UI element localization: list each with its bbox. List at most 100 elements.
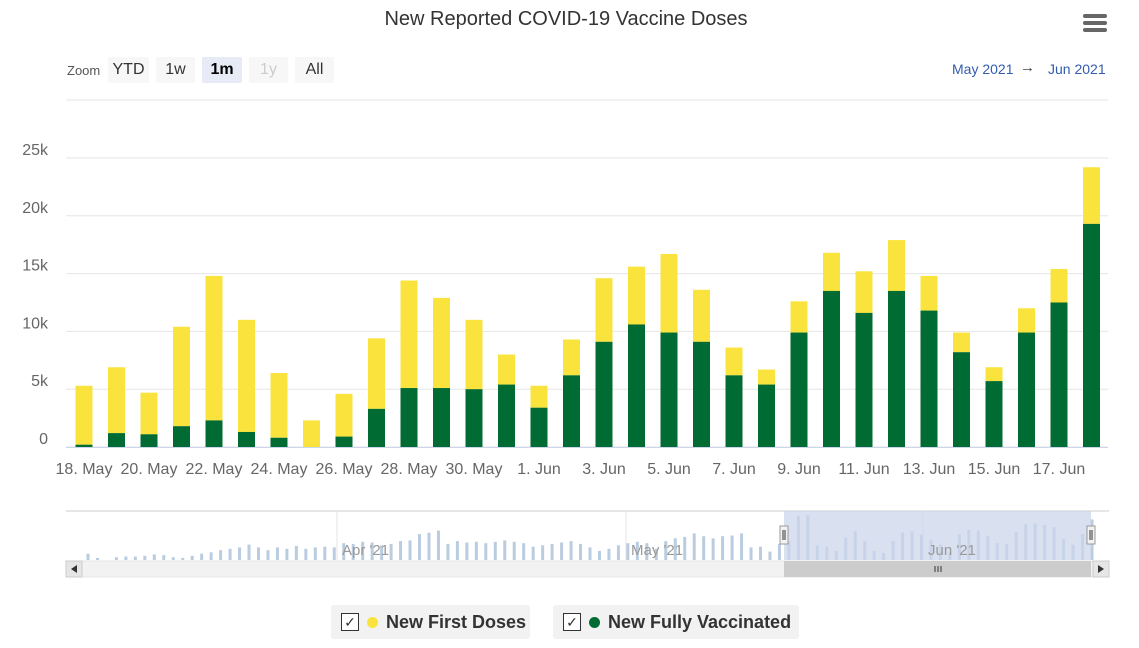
y-tick-label: 20k (22, 200, 49, 217)
checkbox-checked-icon[interactable]: ✓ (563, 613, 581, 631)
bar-first-doses (108, 367, 125, 434)
bar-fully-vaccinated (985, 381, 1003, 447)
navigator-bar (522, 543, 526, 560)
bar-first-doses (660, 253, 678, 333)
navigator-bar (436, 530, 440, 560)
navigator-bar (200, 553, 204, 560)
bar-fully-vaccinated (628, 324, 645, 447)
navigator-bar (465, 542, 469, 560)
bar-first-doses (303, 420, 320, 447)
navigator-bar (256, 547, 260, 560)
navigator-bar (95, 557, 99, 560)
navigator-bar (541, 545, 545, 560)
bar-fully-vaccinated (953, 352, 970, 447)
x-tick-label: 30. May (446, 461, 503, 478)
navigator-selection (784, 511, 1091, 560)
bar-first-doses (400, 280, 418, 389)
arrow-right-icon (1098, 565, 1104, 573)
navigator-bar (531, 546, 535, 560)
x-tick-label: 20. May (121, 461, 178, 478)
x-tick-label: 28. May (381, 461, 438, 478)
bar-fully-vaccinated (465, 389, 483, 447)
bar-fully-vaccinated (693, 341, 710, 447)
navigator-bar (238, 547, 242, 560)
x-tick-label: 24. May (251, 461, 308, 478)
bar-fully-vaccinated (205, 420, 223, 447)
zoom-ytd-button[interactable]: YTD (108, 57, 149, 83)
bar-fully-vaccinated (140, 434, 158, 447)
bar-first-doses (595, 278, 613, 342)
x-tick-label: 5. Jun (647, 461, 691, 478)
bar-fully-vaccinated (888, 290, 905, 447)
bar-fully-vaccinated (790, 332, 808, 447)
y-tick-label: 15k (22, 258, 49, 275)
bar-fully-vaccinated (400, 388, 418, 447)
navigator-bar (332, 547, 336, 560)
bar-first-doses (75, 385, 93, 445)
bar-fully-vaccinated (1018, 332, 1035, 447)
navigator-bar (560, 542, 564, 560)
bar-first-doses (173, 326, 190, 427)
navigator-bar (597, 550, 601, 560)
navigator-bar (635, 541, 639, 560)
legend-item-first-doses[interactable]: ✓ New First Doses (331, 605, 530, 639)
bar-first-doses (335, 393, 353, 437)
navigator-bar (408, 540, 412, 560)
x-tick-label: 18. May (56, 461, 113, 478)
arrow-left-icon (71, 565, 77, 573)
navigator-bar (351, 543, 355, 560)
bar-first-doses (368, 338, 385, 409)
navigator-bar (730, 535, 734, 560)
navigator-bar (758, 546, 762, 560)
bar-first-doses (888, 240, 905, 291)
legend-item-fully-vaccinated[interactable]: ✓ New Fully Vaccinated (553, 605, 799, 639)
range-to[interactable]: Jun 2021 (1048, 61, 1106, 77)
bar-first-doses (985, 367, 1003, 382)
bar-fully-vaccinated (595, 341, 613, 447)
navigator-handle[interactable] (1086, 525, 1096, 545)
bar-first-doses (920, 275, 938, 311)
bar-fully-vaccinated (75, 444, 93, 447)
bar-first-doses (270, 373, 288, 438)
y-tick-label: 0 (39, 431, 48, 448)
bar-fully-vaccinated (855, 312, 873, 447)
navigator-bar (152, 554, 156, 560)
x-tick-label: 11. Jun (838, 461, 889, 478)
bar-first-doses (1018, 308, 1035, 333)
checkbox-checked-icon[interactable]: ✓ (341, 613, 359, 631)
bar-first-doses (855, 271, 873, 313)
zoom-all-button[interactable]: All (295, 57, 334, 83)
navigator-bar (294, 546, 298, 560)
navigator-bar (493, 541, 497, 560)
y-tick-label: 5k (31, 373, 49, 390)
x-tick-label: 15. Jun (968, 461, 1020, 478)
bar-fully-vaccinated (433, 388, 450, 447)
navigator-bar (133, 556, 137, 560)
bar-fully-vaccinated (660, 332, 678, 447)
navigator-bar (550, 543, 554, 560)
zoom-1m-button[interactable]: 1m (202, 57, 242, 83)
bar-fully-vaccinated (823, 290, 840, 447)
range-from[interactable]: May 2021 (952, 61, 1014, 77)
hamburger-menu-icon[interactable] (1083, 14, 1107, 36)
navigator-bar (721, 536, 725, 560)
navigator-bar (569, 541, 573, 560)
navigator-bar (702, 536, 706, 560)
zoom-1w-button[interactable]: 1w (156, 57, 195, 83)
bar-first-doses (433, 297, 450, 389)
navigator-bar (579, 543, 583, 560)
navigator-bar (266, 550, 270, 560)
navigator-bar (588, 547, 592, 560)
navigator-bar (664, 541, 668, 560)
x-tick-label: 7. Jun (712, 461, 756, 478)
navigator-bar (313, 547, 317, 560)
bar-fully-vaccinated (270, 437, 288, 447)
bar-first-doses (725, 347, 743, 376)
zoom-1y-button[interactable]: 1y (249, 57, 288, 83)
navigator-handle[interactable] (779, 525, 789, 545)
legend-dot-icon (367, 617, 378, 628)
bar-fully-vaccinated (498, 384, 515, 447)
bar-first-doses (140, 392, 158, 435)
bar-fully-vaccinated (530, 407, 548, 447)
navigator-bar (228, 548, 232, 560)
